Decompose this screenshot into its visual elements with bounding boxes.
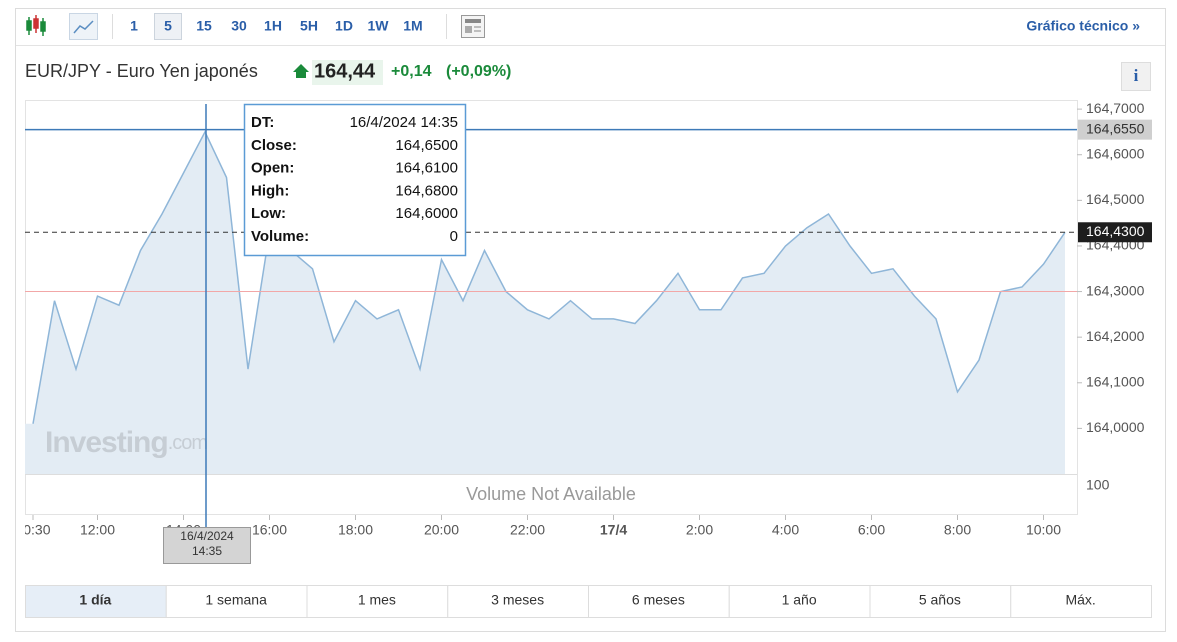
watermark-brand: Investing <box>45 426 168 459</box>
x-tick-label: 6:00 <box>858 522 885 538</box>
tooltip-label: Volume: <box>251 228 309 245</box>
price-bg <box>312 60 383 85</box>
area-icon[interactable] <box>69 13 98 40</box>
crosshair-time: 14:35 <box>192 544 222 558</box>
range-tab[interactable] <box>728 585 871 618</box>
instrument-title: EUR/JPY - Euro Yen japonés <box>25 61 258 81</box>
tooltip-value: 164,6100 <box>395 160 458 177</box>
y-tick-label: 164,3000 <box>1086 282 1145 298</box>
last-price: 164,44 <box>314 60 376 82</box>
volume-tick: 100 <box>1086 477 1110 493</box>
area-icon-line <box>73 20 94 34</box>
price-tag-label: 164,6550 <box>1086 120 1145 136</box>
range-tab[interactable] <box>869 585 1012 618</box>
interval-button[interactable]: 5H <box>300 18 318 34</box>
range-tab-label: 1 año <box>782 592 817 608</box>
tooltip-value: 164,6500 <box>395 137 458 154</box>
x-tick-label: 22:00 <box>510 522 545 538</box>
crosshair-label <box>163 527 251 564</box>
info-icon: i <box>1134 66 1139 85</box>
interval-button[interactable]: 5 <box>164 18 172 34</box>
interval-buttons: 1 5 15 30 1H 5H 1D 1W 1M <box>130 13 423 40</box>
y-tick-label: 164,5000 <box>1086 191 1145 207</box>
y-tick-label: 164,1000 <box>1086 373 1145 389</box>
interval-selected <box>154 13 182 40</box>
y-tick-label: 164,2000 <box>1086 328 1145 344</box>
tooltip-value: 16/4/2024 14:35 <box>350 114 458 131</box>
range-tab[interactable] <box>588 585 730 618</box>
tooltip-value: 164,6800 <box>395 182 458 199</box>
tooltip: DT: 16/4/2024 14:35 Close: 164,6500 Open: 164… <box>243 103 467 257</box>
x-tick-label: 10:30 <box>15 522 50 538</box>
tooltip-label: Open: <box>251 160 294 177</box>
interval-button[interactable]: 30 <box>231 18 247 34</box>
range-tab-label: Máx. <box>1065 592 1095 608</box>
interval-button[interactable]: 1M <box>403 18 422 34</box>
range-tab[interactable] <box>1010 585 1152 618</box>
interval-button[interactable]: 15 <box>196 18 212 34</box>
x-axis: 10:3012:0014:0016:0018:0020:0022:0017/42… <box>15 515 1061 538</box>
crosshair-date: 16/4/2024 <box>180 529 234 543</box>
price-tag <box>1078 222 1152 243</box>
volume-note: Volume Not Available <box>466 484 636 504</box>
tooltip-box <box>243 103 467 257</box>
tooltip-label: Close: <box>251 137 297 154</box>
tooltip-label: DT: <box>251 114 274 131</box>
watermark: Investing.com <box>45 426 207 459</box>
price-line <box>32 130 1066 424</box>
x-tick-label: 2:00 <box>686 522 713 538</box>
x-tick-label: 10:00 <box>1026 522 1061 538</box>
price-tag <box>1078 119 1152 140</box>
range-tab-label: 1 semana <box>205 592 267 608</box>
interval-button[interactable]: 1 <box>130 18 138 34</box>
x-tick-label: 17/4 <box>600 522 627 538</box>
y-tick-label: 164,7000 <box>1086 100 1145 116</box>
price-tag-label: 164,4300 <box>1086 223 1145 239</box>
tooltip-value: 0 <box>450 228 458 245</box>
range-tab-label: 1 día <box>79 592 111 608</box>
range-tab-label: 1 mes <box>358 592 396 608</box>
range-tabs: 1 día 1 semana 1 mes 3 meses 6 meses 1 año 5 a… <box>25 585 1152 618</box>
range-tab[interactable] <box>25 585 167 618</box>
plot: Volume Not Available 100 164,7000 164,6000 1… <box>15 100 1152 538</box>
x-tick-label: 16:00 <box>252 522 287 538</box>
interval-button[interactable]: 1H <box>264 18 282 34</box>
x-tick-label: 8:00 <box>944 522 971 538</box>
change: +0,14 <box>391 63 432 80</box>
x-tick-label: 12:00 <box>80 522 115 538</box>
info-button[interactable] <box>1121 62 1151 91</box>
up-arrow <box>293 64 309 78</box>
x-tick-label: 4:00 <box>772 522 799 538</box>
range-tab-label: 5 años <box>919 592 961 608</box>
watermark-suffix: .com <box>168 432 208 454</box>
interval-button[interactable]: 1D <box>335 18 353 34</box>
x-tick-label: 18:00 <box>338 522 373 538</box>
news-icon[interactable] <box>461 15 485 38</box>
range-tab-label: 6 meses <box>632 592 685 608</box>
series <box>25 130 1066 474</box>
tooltip-value: 164,6000 <box>395 205 458 222</box>
change-pct: (+0,09%) <box>446 63 511 80</box>
y-tick-label: 164,0000 <box>1086 419 1145 435</box>
tooltip-label: High: <box>251 182 289 199</box>
range-tab-label: 3 meses <box>491 592 544 608</box>
candle-icon[interactable] <box>26 15 46 36</box>
x-tick-label: 20:00 <box>424 522 459 538</box>
interval-button[interactable]: 1W <box>368 18 390 34</box>
tooltip-label: Low: <box>251 205 286 222</box>
price-area <box>25 131 1065 474</box>
technical-chart-link[interactable]: Gráfico técnico » <box>1026 18 1140 34</box>
y-tick-label: 164,6000 <box>1086 145 1145 161</box>
range-tab[interactable] <box>165 585 308 618</box>
